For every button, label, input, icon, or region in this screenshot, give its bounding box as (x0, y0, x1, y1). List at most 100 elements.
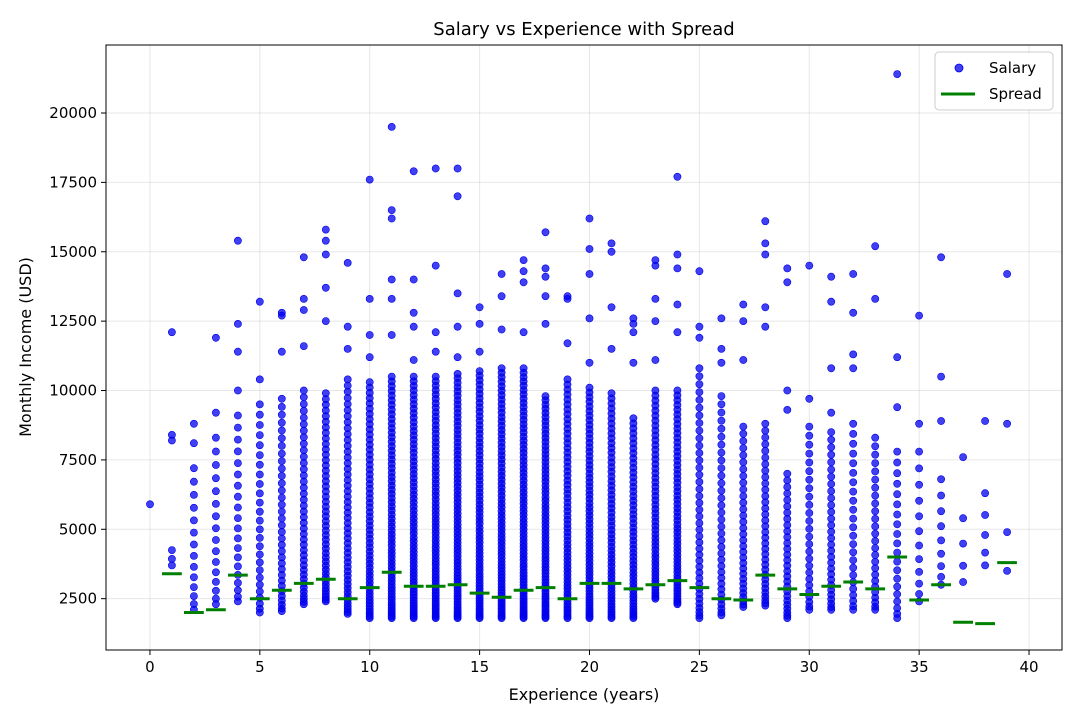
y-tick-label: 10000 (49, 382, 97, 400)
salary-point (893, 539, 902, 548)
salary-point (937, 491, 945, 500)
salary-point (233, 435, 242, 444)
salary-point (167, 328, 176, 337)
salary-point (211, 547, 220, 556)
salary-point (519, 267, 528, 276)
salary-point (607, 247, 616, 256)
salary-point (827, 521, 836, 530)
salary-point (849, 523, 858, 532)
salary-point (167, 546, 176, 554)
salary-point (343, 258, 352, 267)
salary-point (849, 496, 858, 505)
salary-point (255, 498, 264, 507)
salary-point (717, 536, 726, 545)
salary-point (365, 294, 374, 303)
salary-point (211, 512, 220, 521)
salary-point (739, 451, 748, 460)
salary-point (827, 297, 836, 306)
salary-point (761, 466, 770, 475)
x-tick-label: 0 (145, 658, 155, 676)
salary-point (255, 400, 264, 409)
salary-point (321, 283, 330, 292)
salary-point (871, 294, 880, 303)
salary-point (805, 492, 814, 501)
salary-point (277, 457, 286, 465)
salary-point (277, 464, 286, 473)
salary-point (871, 522, 880, 531)
salary-point (871, 537, 880, 545)
salary-point (739, 505, 748, 514)
salary-point (695, 441, 704, 450)
salary-point (827, 458, 836, 467)
salary-point (805, 475, 814, 484)
salary-point (1003, 419, 1011, 428)
salary-point (387, 294, 396, 303)
salary-point (937, 562, 945, 570)
salary-point (849, 505, 858, 514)
salary-point (233, 481, 242, 490)
salary-point (189, 573, 198, 582)
salary-point (453, 164, 462, 173)
y-tick-label: 12500 (49, 312, 97, 330)
salary-point (827, 534, 836, 543)
salary-point (409, 167, 418, 176)
salary-point (299, 253, 308, 262)
salary-point (189, 516, 198, 525)
salary-point (937, 372, 945, 381)
salary-point (365, 378, 374, 387)
salary-point (937, 253, 945, 262)
salary-point (255, 534, 264, 542)
salary-point (189, 528, 198, 537)
salary-point (299, 386, 308, 395)
salary-point (937, 549, 945, 558)
salary-point (233, 411, 242, 420)
salary-point (1003, 528, 1011, 536)
salary-point (871, 544, 880, 552)
salary-point (255, 489, 264, 498)
salary-point (299, 446, 308, 455)
salary-point (255, 431, 264, 439)
salary-point (915, 464, 923, 473)
salary-point (959, 561, 967, 570)
salary-point (739, 498, 748, 507)
salary-point (585, 383, 594, 392)
salary-point (783, 476, 792, 485)
salary-point (431, 164, 440, 173)
salary-point (761, 446, 770, 455)
salary-point (453, 192, 462, 201)
salary-point (849, 478, 858, 487)
salary-point (849, 556, 858, 564)
salary-point (893, 597, 902, 606)
salary-point (739, 478, 748, 487)
salary-point (761, 303, 770, 312)
salary-point (871, 459, 880, 467)
salary-point (255, 421, 264, 429)
salary-point (211, 578, 220, 586)
salary-point (695, 477, 704, 486)
salary-point (717, 408, 726, 417)
salary-point (541, 228, 550, 237)
salary-point (387, 372, 396, 381)
salary-point (695, 322, 704, 331)
salary-point (805, 440, 814, 449)
salary-point (189, 592, 198, 600)
salary-point (453, 289, 462, 298)
salary-point (893, 530, 902, 538)
salary-point (233, 586, 242, 595)
salary-point (365, 175, 374, 184)
salary-point (321, 225, 330, 234)
salary-point (607, 239, 616, 248)
salary-point (563, 375, 572, 384)
salary-point (871, 499, 880, 508)
salary-point (695, 388, 704, 396)
salary-point (849, 571, 858, 579)
salary-point (937, 475, 945, 484)
salary-point (277, 434, 286, 443)
salary-point (409, 372, 418, 381)
salary-point (717, 501, 726, 510)
x-axis-label: Experience (years) (509, 685, 660, 704)
salary-point (211, 558, 220, 566)
salary-point (211, 524, 220, 533)
salary-point (255, 441, 264, 450)
x-tick-label: 30 (800, 658, 819, 676)
